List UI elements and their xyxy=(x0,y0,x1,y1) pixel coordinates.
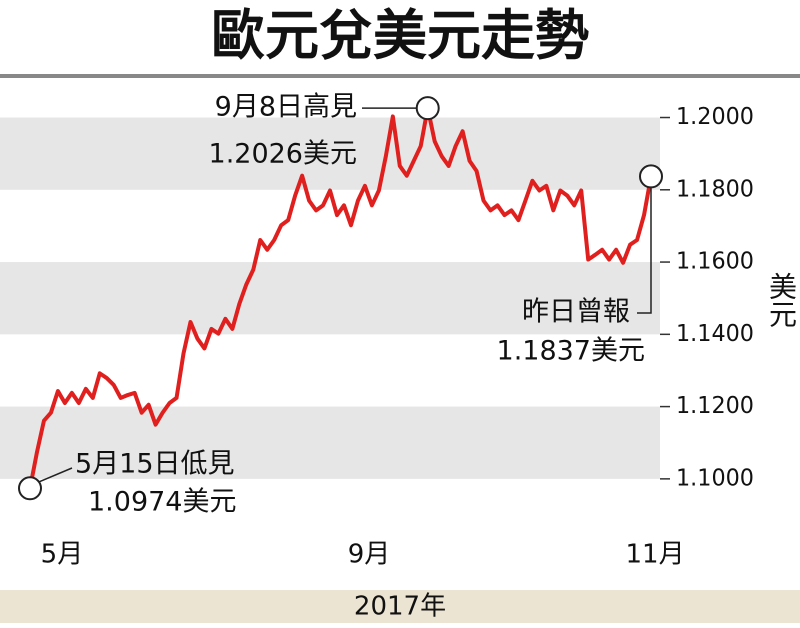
leader-line xyxy=(637,187,652,314)
annotation: 9月8日高見 xyxy=(215,92,357,123)
x-axis-label: 2017年 xyxy=(354,592,446,622)
y-tick-label: 1.1000 xyxy=(676,465,754,491)
grid-band xyxy=(0,406,660,479)
grid-band xyxy=(0,262,660,335)
y-tick-label: 1.1800 xyxy=(676,176,754,202)
annotation: 1.1837美元 xyxy=(497,336,645,367)
annotation: 1.2026美元 xyxy=(209,139,357,170)
annotation: 1.0974美元 xyxy=(88,487,236,518)
y-tick-label: 1.1400 xyxy=(676,321,754,347)
annotation-marker xyxy=(415,96,440,121)
annotation: 5月15日低見 xyxy=(75,449,235,480)
chart-title: 歐元兌美元走勢 xyxy=(211,3,589,67)
x-tick-label: 9月 xyxy=(348,540,391,570)
leader-line xyxy=(37,467,73,483)
y-axis-label: 美元 xyxy=(765,272,798,328)
y-tick-label: 1.2000 xyxy=(676,104,754,130)
x-tick-label: 5月 xyxy=(41,540,84,570)
annotation: 昨日曾報 xyxy=(522,297,630,328)
annotation-marker xyxy=(18,476,42,501)
annotation-marker xyxy=(639,164,663,189)
y-tick-label: 1.1200 xyxy=(676,393,754,419)
y-tick-label: 1.1600 xyxy=(676,249,754,275)
xlabel-band xyxy=(0,590,800,623)
bands xyxy=(0,117,660,479)
line xyxy=(28,106,653,489)
grid-band xyxy=(0,117,660,190)
x-tick-label: 11月 xyxy=(625,540,684,570)
